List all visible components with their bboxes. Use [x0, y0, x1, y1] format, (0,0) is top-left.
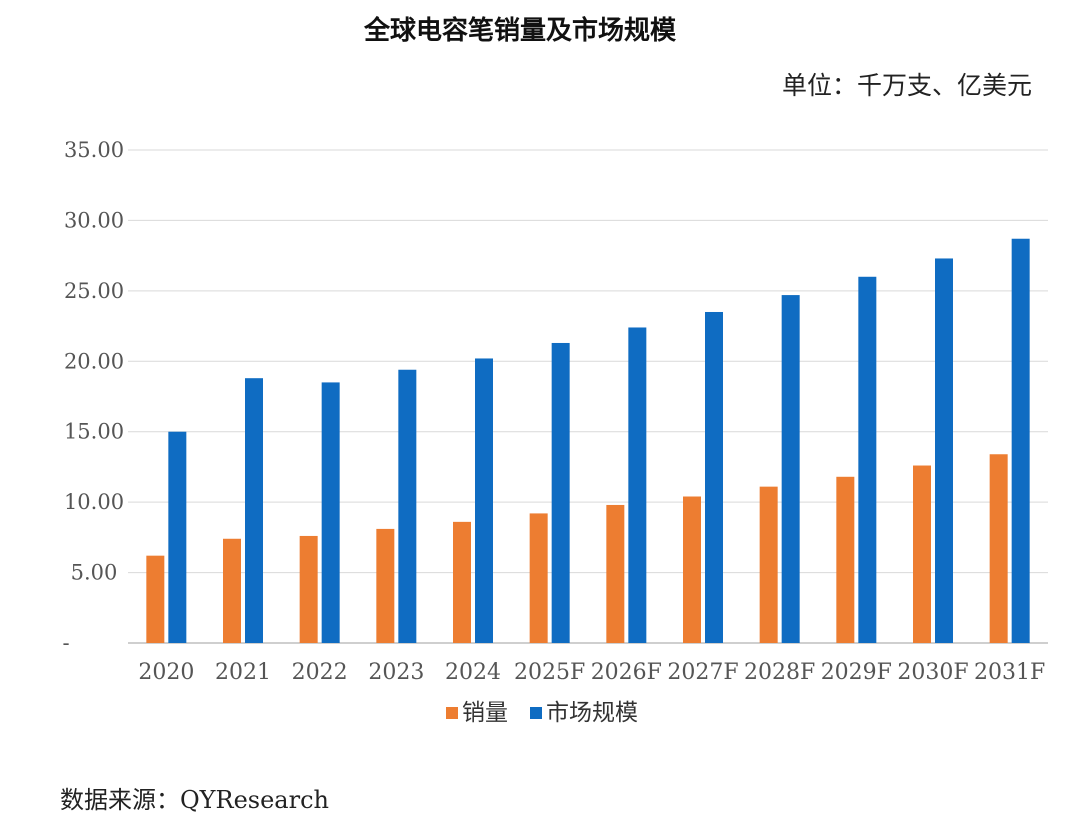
bar-sales-2020	[146, 555, 165, 643]
x-tick-label: 2020	[138, 660, 194, 685]
bar-market-2021	[245, 378, 263, 643]
y-tick-label: 30.00	[64, 208, 124, 232]
bar-market-2020	[168, 431, 187, 643]
x-tick-label: 2027F	[667, 660, 738, 685]
bar-sales-2031F	[989, 454, 1008, 643]
bar-market-2031F	[1011, 238, 1030, 644]
bar-sales-2028F	[759, 486, 778, 643]
y-tick-label: -	[62, 631, 69, 655]
bar-market-2024	[475, 358, 493, 643]
x-axis-tick-labels: 2020 2021 2022 2023 2024 2025F 2026F 2027F 2028F…	[138, 660, 1045, 685]
bar-market-2029F	[858, 276, 877, 643]
y-tick-label: 15.00	[64, 420, 124, 444]
x-tick-label: 2023	[368, 660, 424, 685]
chart-title: 全球电容笔销量及市场规模	[363, 16, 676, 46]
y-axis-tick-labels: - 5.00 10.00 15.00 20.00 25.00 30.00 35.00	[62, 138, 124, 655]
x-tick-label: 2031F	[974, 660, 1045, 685]
legend-swatch-sales	[446, 707, 458, 719]
y-tick-label: 20.00	[64, 349, 124, 373]
legend-label-sales: 销量	[462, 700, 508, 726]
bar-market-2023	[398, 369, 417, 643]
x-tick-label: 2029F	[821, 660, 892, 685]
bar-market-2025F	[551, 342, 570, 643]
bar-market-2030F	[935, 258, 953, 643]
bar-sales-2024	[453, 521, 471, 643]
unit-label: 单位：千万支、亿美元	[781, 71, 1032, 100]
bar-sales-2026F	[606, 504, 625, 643]
x-tick-label: 2022	[292, 660, 348, 685]
bar-market-2027F	[705, 311, 723, 643]
bar-market-2022	[321, 382, 340, 643]
x-tick-label: 2026F	[591, 660, 662, 685]
legend-label-market: 市场规模	[546, 700, 638, 726]
bars	[146, 238, 1030, 644]
x-tick-label: 2024	[445, 660, 501, 685]
bar-sales-2027F	[683, 496, 701, 643]
gridlines	[128, 149, 1048, 644]
bar-sales-2029F	[836, 476, 855, 643]
x-tick-label: 2028F	[744, 660, 815, 685]
legend: 销量 市场规模	[446, 700, 638, 726]
bar-sales-2023	[376, 528, 395, 643]
bar-sales-2021	[223, 538, 241, 643]
bar-sales-2030F	[913, 465, 931, 643]
y-tick-label: 35.00	[64, 138, 124, 162]
y-tick-label: 5.00	[71, 561, 118, 585]
x-tick-label: 2025F	[514, 660, 585, 685]
bar-market-2028F	[781, 295, 800, 643]
y-tick-label: 25.00	[64, 279, 124, 303]
bar-market-2026F	[628, 327, 647, 643]
bar-chart: - 5.00 10.00 15.00 20.00 25.00 30.00 35.00 2020…	[62, 138, 1048, 726]
y-tick-label: 10.00	[64, 490, 124, 514]
legend-swatch-market	[530, 707, 542, 719]
bar-sales-2025F	[529, 513, 548, 643]
x-tick-label: 2030F	[897, 660, 968, 685]
bar-sales-2022	[299, 535, 318, 643]
x-tick-label: 2021	[215, 660, 271, 685]
data-source: 数据来源：QYResearch	[60, 786, 329, 814]
